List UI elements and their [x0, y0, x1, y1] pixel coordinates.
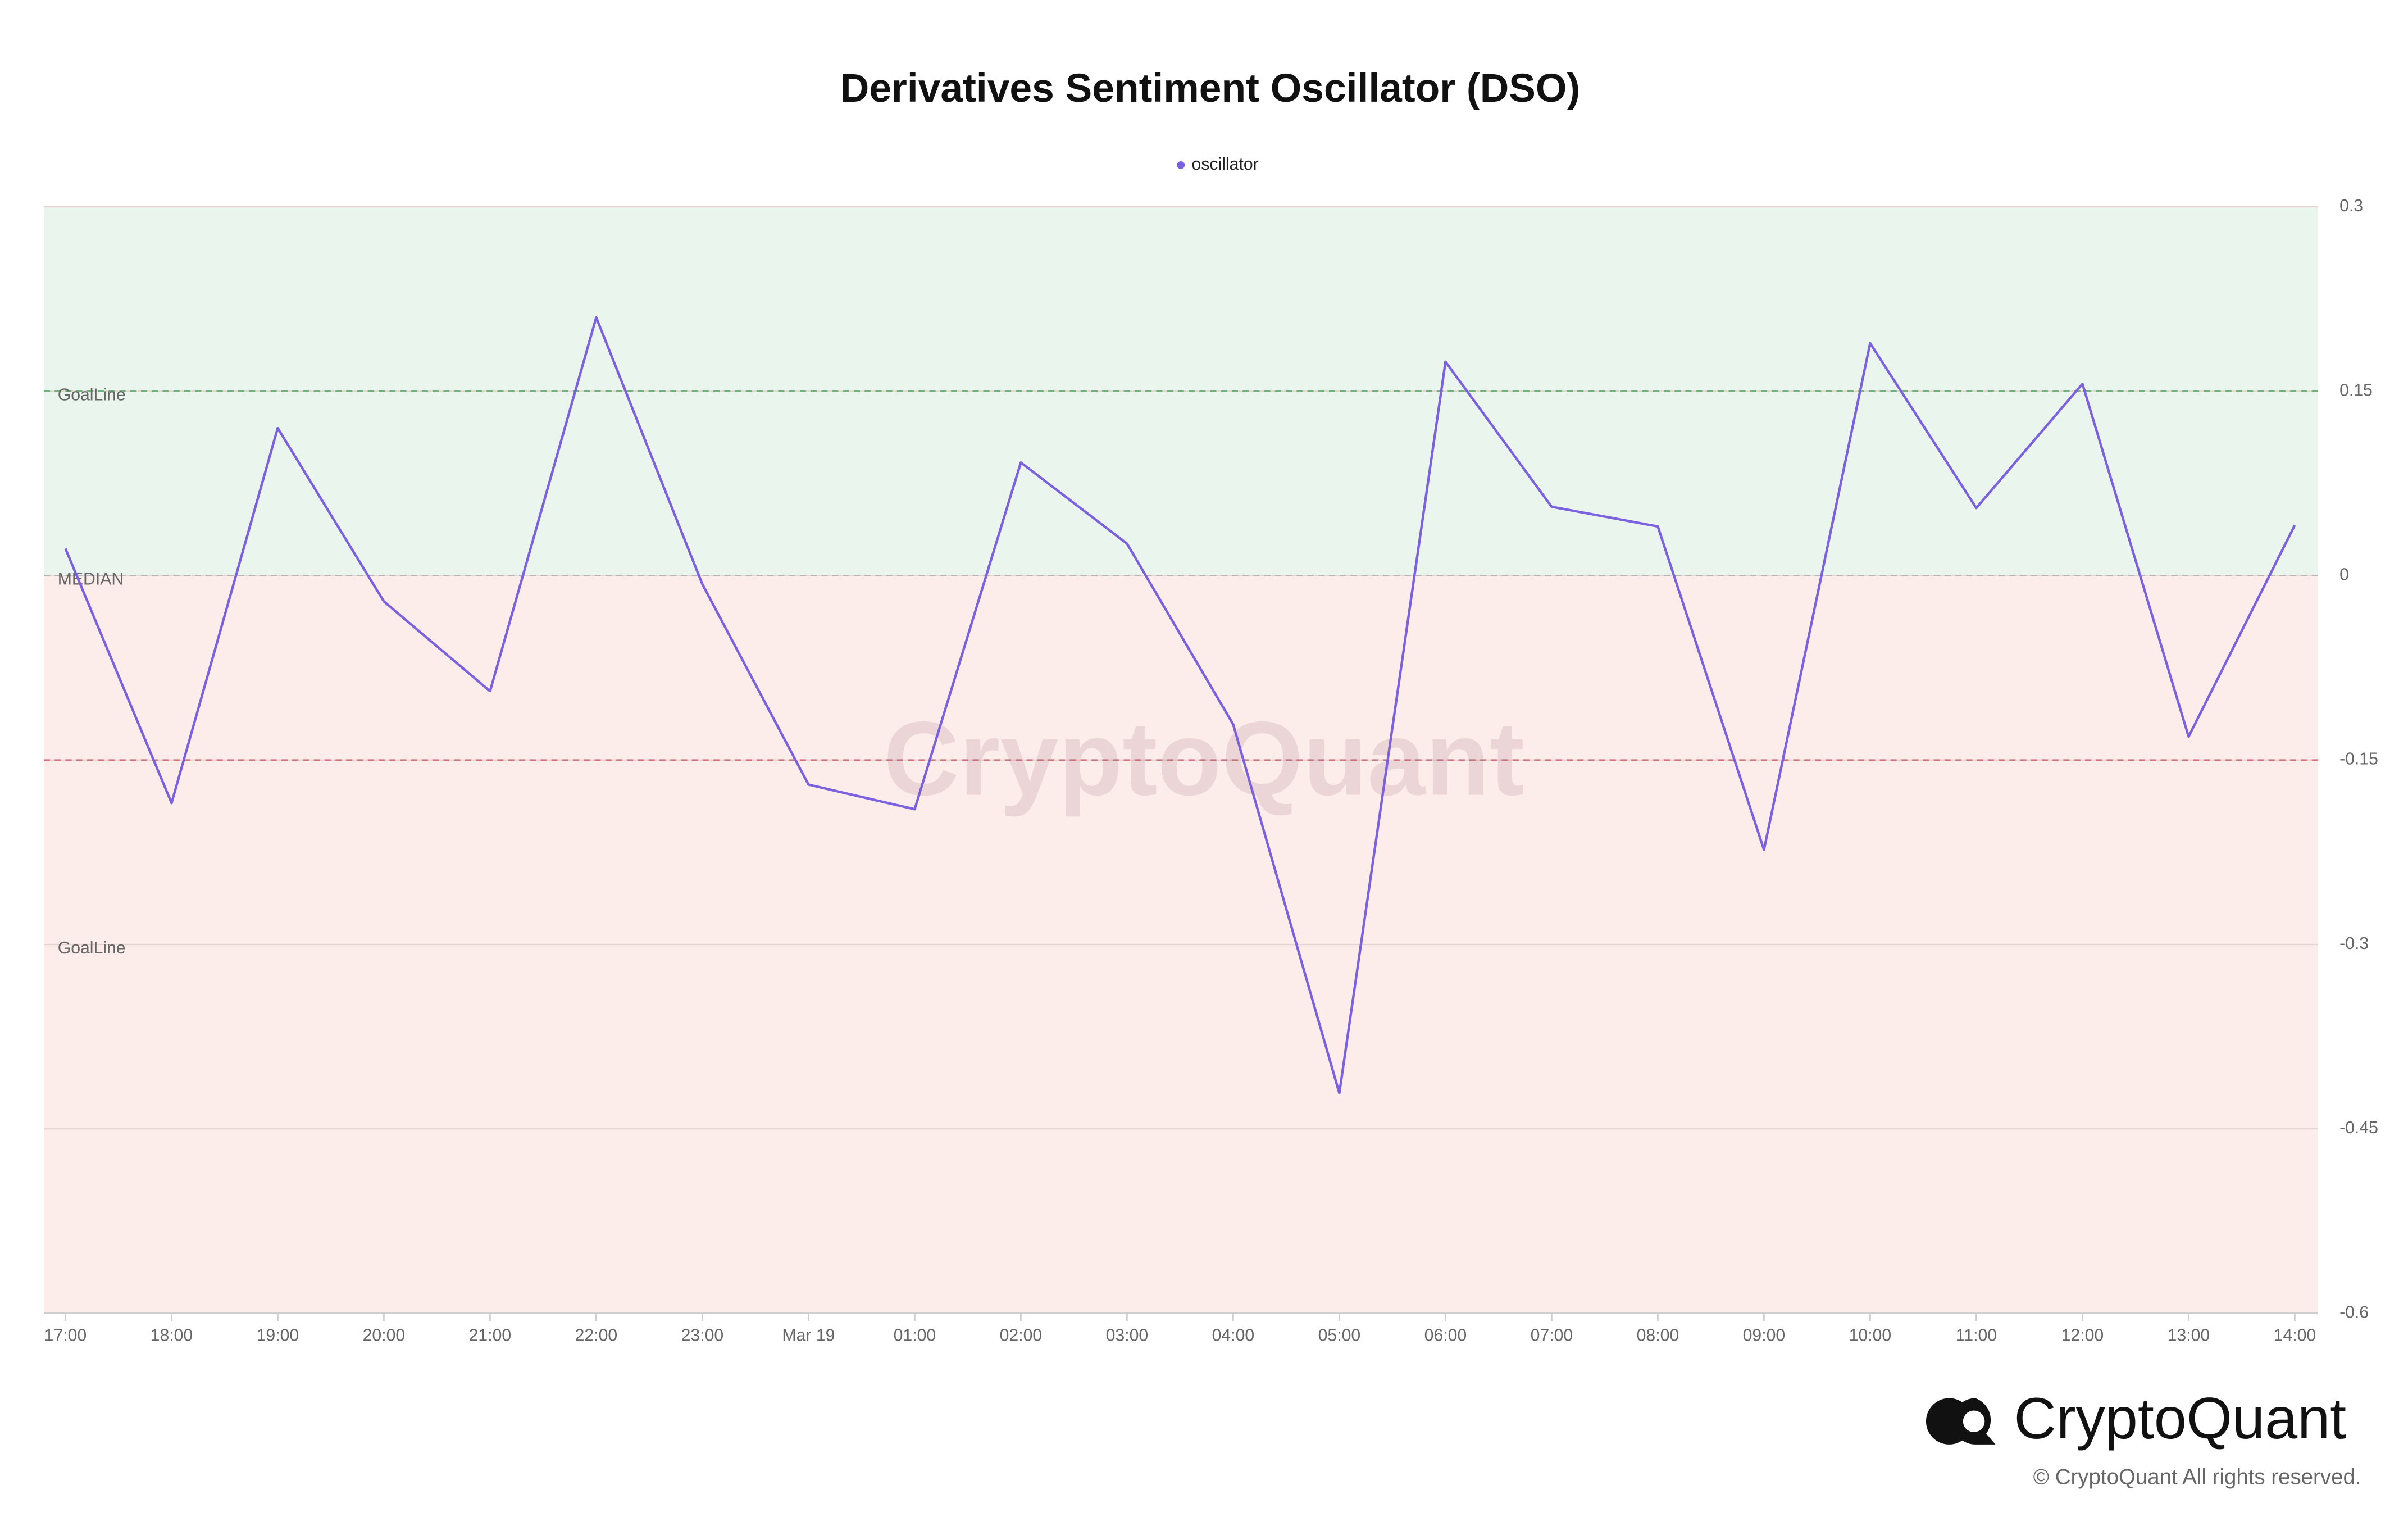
- annotation: GoalLine: [58, 386, 126, 405]
- plot: [64, 316, 2296, 1094]
- x-tick-label: 23:00: [681, 1327, 724, 1345]
- x-tick-label: 09:00: [1743, 1327, 1786, 1345]
- x-tick-label: Mar 19: [782, 1327, 835, 1345]
- x-tick-label: 01:00: [894, 1327, 936, 1345]
- y-tick-label: -0.45: [2339, 1119, 2378, 1137]
- x-tick-label: 22:00: [575, 1327, 618, 1345]
- x-tick-label: 10:00: [1849, 1327, 1892, 1345]
- x-tick-label: 05:00: [1318, 1327, 1361, 1345]
- legend-label[interactable]: oscillator: [1192, 155, 1259, 174]
- x-tick-label: 21:00: [469, 1327, 512, 1345]
- annotation: GoalLine: [58, 939, 126, 957]
- x-tick-label: 07:00: [1531, 1327, 1573, 1345]
- x-tick-label: 11:00: [1956, 1327, 1997, 1345]
- grid: 0.3 0.15 0 -0.15 -0.3 -0.45 -0.6 GoalLine MEDIAN…: [43, 197, 2378, 1345]
- y-tick-label: 0.3: [2339, 197, 2363, 215]
- x-tick-label: 19:00: [257, 1327, 299, 1345]
- y-tick-label: -0.3: [2339, 934, 2369, 953]
- y-tick-label: -0.6: [2339, 1303, 2369, 1321]
- x-tick-label: 08:00: [1637, 1327, 1679, 1345]
- y-tick-label: 0: [2339, 566, 2349, 584]
- x-tick-label: 06:00: [1424, 1327, 1467, 1345]
- x-tick-label: 04:00: [1212, 1327, 1255, 1345]
- x-tick-label: 13:00: [2168, 1327, 2210, 1345]
- copyright: © CryptoQuant All rights reserved.: [2033, 1465, 2361, 1489]
- x-tick-label: 18:00: [151, 1327, 193, 1345]
- x-tick-label: 03:00: [1106, 1327, 1149, 1345]
- x-tick-label: 14:00: [2274, 1327, 2316, 1345]
- chart-title: Derivatives Sentiment Oscillator (DSO): [840, 66, 1580, 111]
- y-tick-label: -0.15: [2339, 750, 2378, 769]
- x-tick-label: 17:00: [44, 1327, 87, 1345]
- series-line: [64, 316, 2296, 1094]
- y-tick-label: 0.15: [2339, 381, 2373, 399]
- brand-name: CryptoQuant: [2014, 1386, 2347, 1451]
- brand-logo: [1926, 1398, 1996, 1445]
- watermark: CryptoQuant: [884, 700, 1524, 817]
- x-tick-label: 12:00: [2061, 1327, 2104, 1345]
- legend-marker: [1177, 161, 1185, 169]
- annotation: MEDIAN: [58, 570, 124, 589]
- x-tick-label: 02:00: [1000, 1327, 1043, 1345]
- x-tick-label: 20:00: [363, 1327, 406, 1345]
